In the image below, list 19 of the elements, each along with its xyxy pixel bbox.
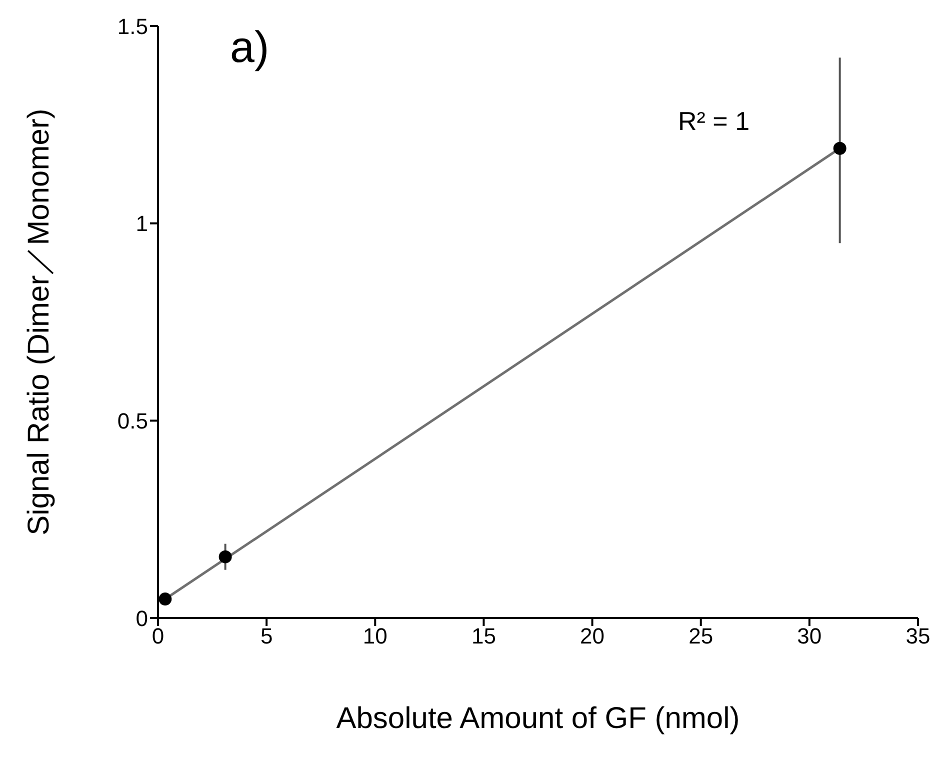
x-axis-title: Absolute Amount of GF (nmol) bbox=[336, 702, 740, 735]
annotation: R² = 1 bbox=[678, 106, 750, 136]
x-tick-label: 10 bbox=[362, 624, 388, 649]
point bbox=[158, 592, 172, 606]
x-tick-label: 35 bbox=[906, 624, 930, 649]
annotation: a) bbox=[230, 23, 270, 72]
x-tick-label: 5 bbox=[260, 624, 273, 649]
point bbox=[218, 550, 232, 564]
x-tick-label: 15 bbox=[471, 624, 496, 649]
y-tick-label: 1 bbox=[136, 211, 148, 236]
x-tick-label: 0 bbox=[152, 624, 164, 649]
y-tick-label: 1.5 bbox=[117, 14, 148, 39]
y-tick-label: 0 bbox=[136, 606, 148, 631]
x-tick-label: 30 bbox=[797, 624, 822, 649]
y-tick-label: 0.5 bbox=[117, 408, 148, 434]
x-tick-label: 25 bbox=[688, 624, 714, 649]
point bbox=[833, 142, 846, 155]
x-tick-label: 20 bbox=[580, 624, 605, 649]
y-axis-title: Signal Ratio (Dimer／Monomer) bbox=[22, 108, 56, 536]
